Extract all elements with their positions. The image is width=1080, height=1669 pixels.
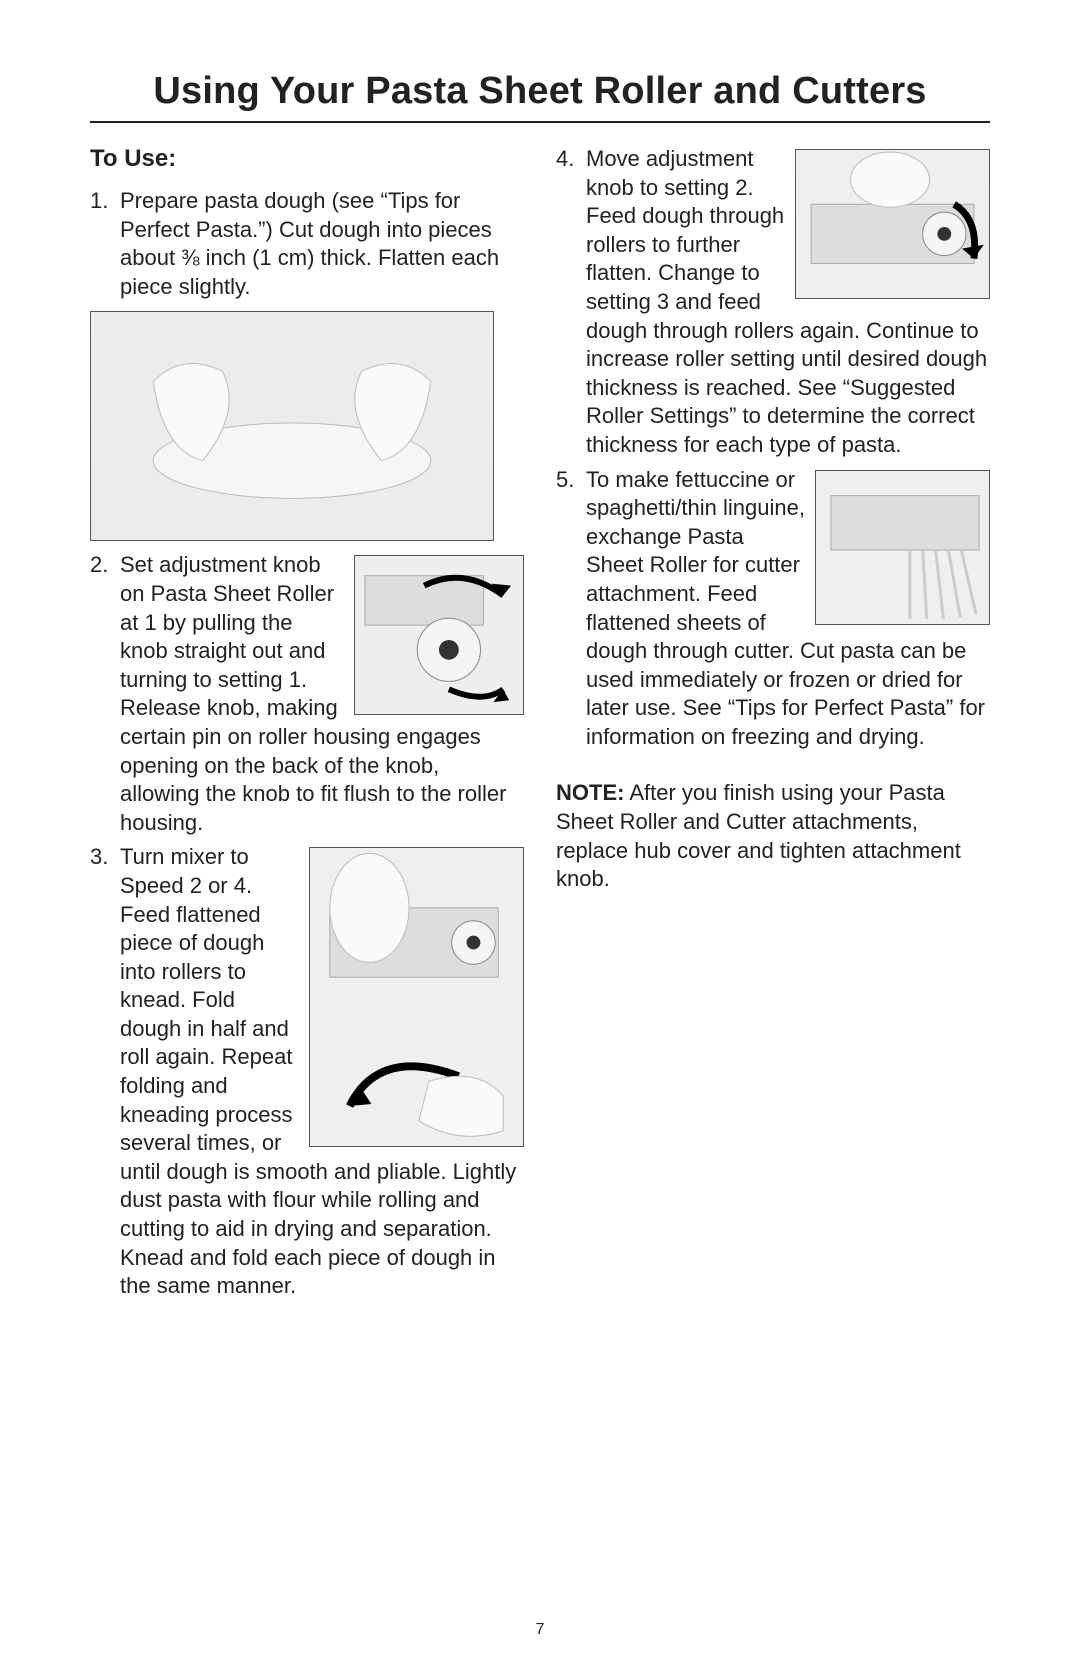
- flatten-dough-illustration: [90, 311, 494, 541]
- roller2-icon: [796, 150, 989, 298]
- hands-icon: [91, 312, 493, 540]
- roller-icon: [310, 848, 523, 1146]
- cutter-icon: [816, 471, 989, 624]
- step-2: Set adjustment knob on Pasta Sheet Rolle…: [90, 551, 524, 837]
- step-1: Prepare pasta dough (see “Tips for Perfe…: [90, 187, 524, 541]
- note-label: NOTE:: [556, 780, 624, 805]
- left-step-list: Prepare pasta dough (see “Tips for Perfe…: [90, 187, 524, 1301]
- feed-setting2-illustration: [795, 149, 990, 299]
- left-column: To Use: Prepare pasta dough (see “Tips f…: [90, 145, 524, 1307]
- two-column-layout: To Use: Prepare pasta dough (see “Tips f…: [90, 145, 990, 1307]
- knob-icon: [355, 556, 523, 714]
- note-paragraph: NOTE: After you finish using your Pasta …: [556, 779, 990, 893]
- step-1-text: Prepare pasta dough (see “Tips for Perfe…: [120, 188, 499, 299]
- right-step-list: Move adjustment knob to setting 2. Feed …: [556, 145, 990, 751]
- step-4: Move adjustment knob to setting 2. Feed …: [556, 145, 990, 460]
- step-3: Turn mixer to Speed 2 or 4. Feed flatten…: [90, 843, 524, 1301]
- cutter-illustration: [815, 470, 990, 625]
- step-5: To make fettuccine or spaghetti/thin lin…: [556, 466, 990, 752]
- feed-roller-illustration: [309, 847, 524, 1147]
- right-column: Move adjustment knob to setting 2. Feed …: [556, 145, 990, 1307]
- to-use-heading: To Use:: [90, 145, 524, 173]
- page-title: Using Your Pasta Sheet Roller and Cutter…: [90, 70, 990, 123]
- page-number: 7: [0, 1621, 1080, 1639]
- knob-illustration: [354, 555, 524, 715]
